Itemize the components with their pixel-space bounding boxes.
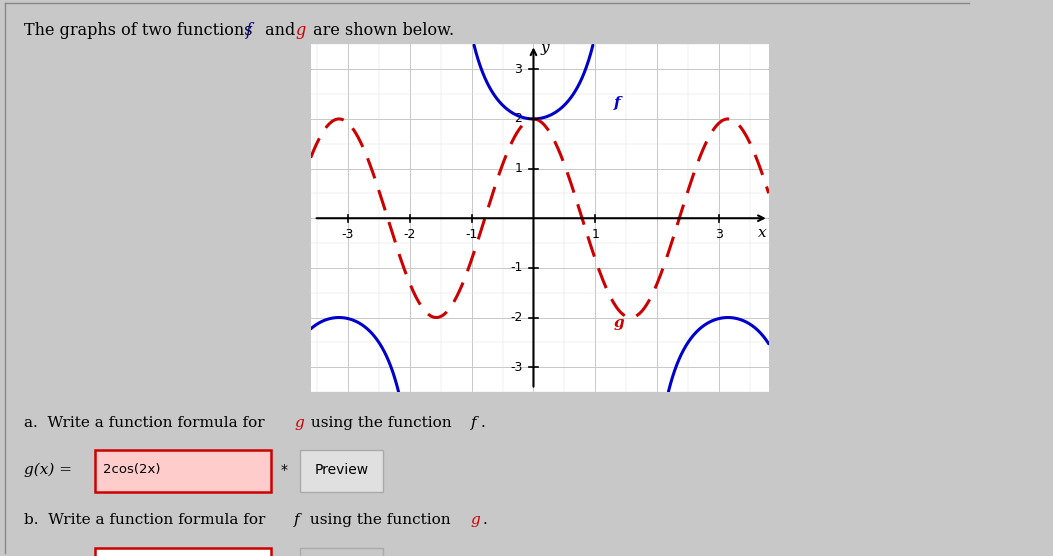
Text: f: f	[246, 22, 253, 39]
Text: .: .	[482, 513, 486, 527]
Text: 1: 1	[592, 227, 599, 241]
Bar	[96, 450, 271, 492]
Text: 3: 3	[515, 63, 522, 76]
Text: and: and	[260, 22, 300, 39]
Text: -1: -1	[465, 227, 478, 241]
Text: g(x) =: g(x) =	[24, 463, 77, 477]
Text: y: y	[540, 42, 549, 56]
Text: -3: -3	[341, 227, 354, 241]
Text: Preview: Preview	[315, 463, 369, 477]
Text: a.  Write a function formula for: a. Write a function formula for	[24, 415, 270, 430]
Text: 3: 3	[715, 227, 723, 241]
Text: x: x	[758, 226, 767, 240]
Text: -2: -2	[403, 227, 416, 241]
Text: are shown below.: are shown below.	[307, 22, 454, 39]
Bar	[96, 548, 271, 556]
Text: .: .	[480, 415, 485, 430]
Text: using the function: using the function	[305, 415, 456, 430]
Text: -2: -2	[510, 311, 522, 324]
Text: f: f	[294, 513, 300, 527]
Text: -3: -3	[510, 361, 522, 374]
Text: g: g	[295, 22, 305, 39]
Text: g: g	[294, 415, 304, 430]
Text: *: *	[280, 463, 287, 477]
Text: using the function: using the function	[305, 513, 455, 527]
Text: g: g	[614, 316, 624, 330]
Text: 2: 2	[515, 112, 522, 126]
Text: 1: 1	[515, 162, 522, 175]
Text: g: g	[471, 513, 480, 527]
Text: The graphs of two functions: The graphs of two functions	[24, 22, 258, 39]
Text: f: f	[471, 415, 476, 430]
Text: b.  Write a function formula for: b. Write a function formula for	[24, 513, 271, 527]
Bar	[300, 548, 383, 556]
Text: f: f	[614, 96, 620, 110]
Text: -1: -1	[510, 261, 522, 274]
Text: 2cos(2x): 2cos(2x)	[103, 463, 161, 476]
Bar	[300, 450, 383, 492]
